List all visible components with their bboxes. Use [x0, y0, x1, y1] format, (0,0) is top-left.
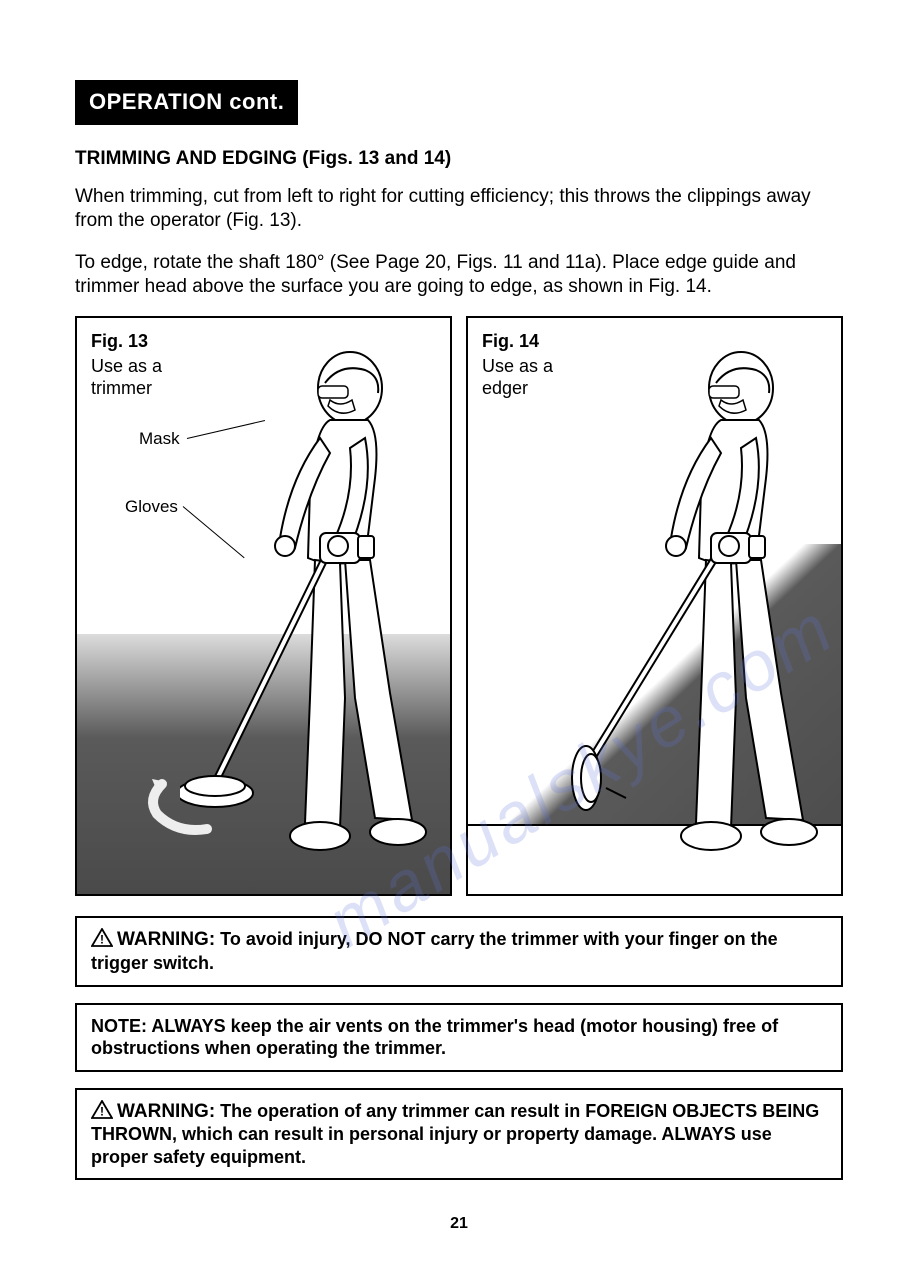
page-number: 21 [75, 1214, 843, 1235]
figure-13-motion-arrow [137, 774, 227, 844]
paragraph-2: To edge, rotate the shaft 180° (See Page… [75, 251, 843, 299]
paragraph-1: When trimming, cut from left to right fo… [75, 185, 843, 233]
svg-text:!: ! [100, 933, 104, 947]
note-body: NOTE: ALWAYS keep the air vents on the t… [91, 1016, 778, 1059]
figure-13: Fig. 13 Use as a trimmer Mask Gloves [75, 316, 452, 896]
figure-13-mask-label: Mask [139, 428, 180, 450]
figure-13-caption: Use as a trimmer [91, 356, 162, 399]
figures-row: Fig. 13 Use as a trimmer Mask Gloves [75, 316, 843, 896]
warning-triangle-icon: ! [91, 1100, 113, 1119]
warning-2-lead: WARNING: [117, 1101, 215, 1122]
figure-14-caption: Use as a edger [482, 356, 553, 399]
warning-box-2: ! WARNING: The operation of any trimmer … [75, 1088, 843, 1181]
svg-text:!: ! [100, 1104, 104, 1118]
warning-1-lead: WARNING: [117, 929, 215, 950]
figure-13-gloves-label: Gloves [125, 496, 178, 518]
subheading: TRIMMING AND EDGING (Figs. 13 and 14) [75, 147, 843, 172]
figure-14: Fig. 14 Use as a edger [466, 316, 843, 896]
note-box: NOTE: ALWAYS keep the air vents on the t… [75, 1003, 843, 1072]
warning-box-1: ! WARNING: To avoid injury, DO NOT carry… [75, 916, 843, 986]
figure-14-person-illustration [571, 338, 831, 878]
figure-13-label: Fig. 13 [91, 330, 148, 353]
section-header: OPERATION cont. [75, 80, 298, 125]
figure-14-label: Fig. 14 [482, 330, 539, 353]
warning-triangle-icon: ! [91, 928, 113, 947]
